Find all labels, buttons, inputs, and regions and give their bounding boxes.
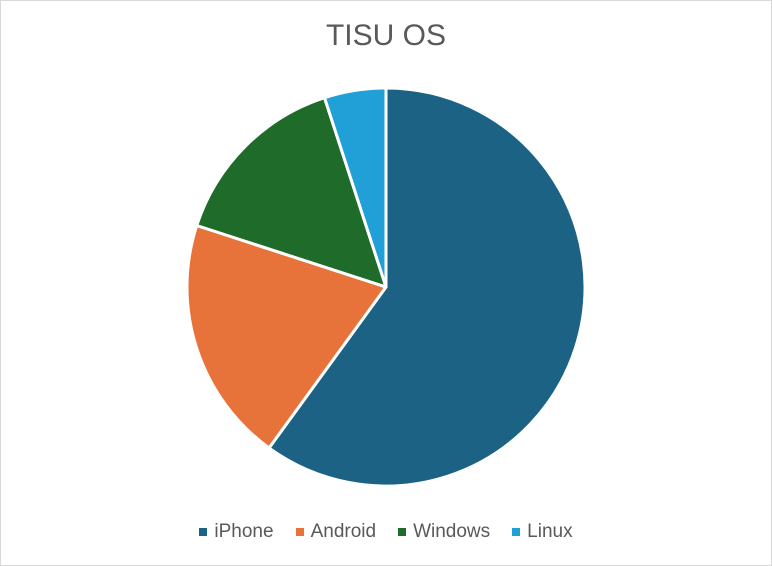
pie-slice-iphone xyxy=(267,86,587,488)
legend-swatch xyxy=(199,528,208,536)
legend-item-android: Android xyxy=(295,521,377,543)
legend-label: iPhone xyxy=(214,521,274,542)
legend-item-windows: Windows xyxy=(398,521,490,543)
legend-item-linux: Linux xyxy=(512,521,573,543)
chart-title: TISU OS xyxy=(325,19,446,52)
legend-swatch xyxy=(295,528,304,536)
legend-swatch xyxy=(398,528,407,536)
legend-label: Linux xyxy=(527,521,573,542)
legend-item-iphone: iPhone xyxy=(199,521,274,543)
legend-swatch xyxy=(512,528,521,536)
legend-label: Android xyxy=(310,521,377,542)
pie-slice-android xyxy=(185,224,388,450)
legend: iPhone Android Windows Linux xyxy=(1,521,771,543)
legend-label: Windows xyxy=(413,521,491,542)
pie-slice-linux xyxy=(323,86,388,289)
